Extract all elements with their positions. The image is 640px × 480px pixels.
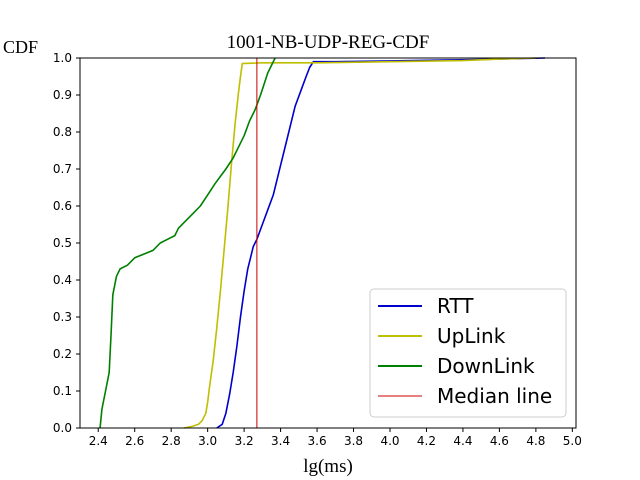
legend: RTT UpLink DownLink Median line [369,288,567,418]
y-tick-label: 0.5 [53,236,72,250]
x-tick-label: 3.8 [344,434,363,448]
series-line-downlink [99,57,276,429]
legend-label: Median line [437,384,552,408]
x-tick-label: 4.4 [453,434,472,448]
x-tick-label: 3.0 [198,434,217,448]
legend-label: UpLink [437,324,506,348]
y-tick-label: 0.8 [53,125,72,139]
x-tick-label: 3.2 [235,434,254,448]
x-tick-label: 3.4 [271,434,290,448]
y-ticks: 0.0 0.1 0.2 0.3 0.4 0.5 0.6 0.7 0.8 0.9 1.0 [53,51,80,435]
x-tick-label: 2.8 [162,434,181,448]
legend-box [369,288,567,418]
x-tick-label: 2.6 [125,434,144,448]
x-tick-label: 4.8 [526,434,545,448]
x-tick-label: 2.4 [89,434,108,448]
y-tick-label: 0.9 [53,88,72,102]
x-ticks: 2.4 2.6 2.8 3.0 3.2 3.4 3.6 3.8 4.0 4.2 4.4 4.6 4.8 5… [89,428,582,448]
chart-title: 1001-NB-UDP-REG-CDF [227,32,430,53]
y-tick-label: 0.2 [53,347,72,361]
y-tick-label: 0.6 [53,199,72,213]
x-tick-label: 5.0 [563,434,582,448]
x-axis-label: lg(ms) [303,456,353,477]
legend-label: RTT [437,294,474,318]
y-tick-label: 0.1 [53,384,72,398]
y-tick-label: 0.0 [53,421,72,435]
series-line-uplink [183,57,536,429]
x-tick-label: 4.6 [490,434,509,448]
x-tick-label: 3.6 [308,434,327,448]
plot-lines [99,57,546,429]
y-tick-label: 1.0 [53,51,72,65]
x-tick-label: 4.2 [417,434,436,448]
y-axis-label: CDF [3,37,38,57]
y-tick-label: 0.4 [53,273,72,287]
x-tick-label: 4.0 [380,434,399,448]
y-tick-label: 0.7 [53,162,72,176]
y-tick-label: 0.3 [53,310,72,324]
legend-label: DownLink [437,354,535,378]
